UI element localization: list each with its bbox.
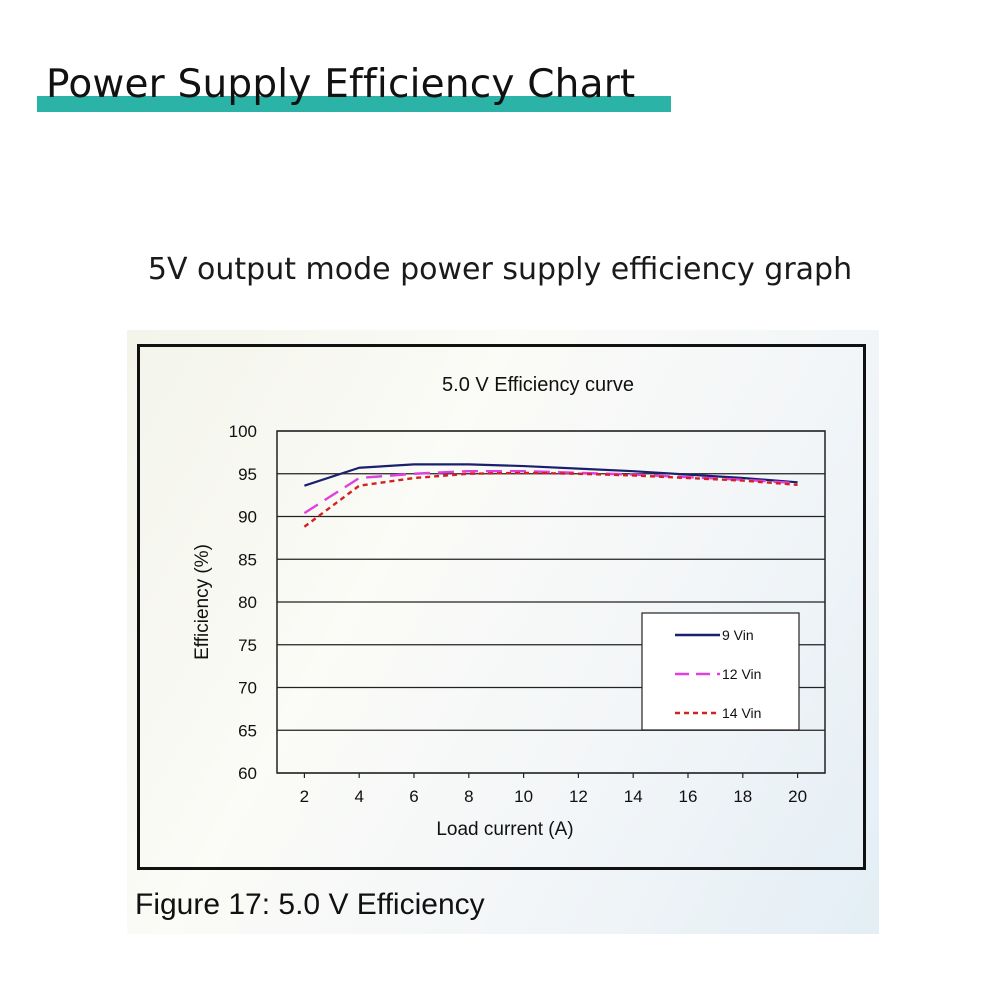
x-tick-label: 10 [514,787,533,806]
x-tick-label: 14 [624,787,643,806]
x-tick-label: 2 [300,787,309,806]
x-tick-label: 18 [733,787,752,806]
page-subtitle: 5V output mode power supply efficiency g… [147,252,853,287]
figure-image: 5.0 V Efficiency curve 60 65 70 75 80 85 90 95 1… [127,330,879,934]
y-tick-label: 80 [238,593,257,612]
efficiency-chart: 5.0 V Efficiency curve 60 65 70 75 80 85 90 95 1… [192,374,826,840]
series-layer [303,463,798,528]
chart-title: 5.0 V Efficiency curve [442,374,634,396]
y-tick-label: 85 [238,550,257,569]
chart-frame: 5.0 V Efficiency curve 60 65 70 75 80 85 90 95 1… [137,344,866,870]
x-tick-label: 6 [409,787,418,806]
legend-label-3: 14 Vin [722,705,761,721]
plot-area [276,430,826,774]
legend-label-1: 9 Vin [722,627,754,643]
y-tick-label: 60 [238,764,257,783]
y-axis: 60 65 70 75 80 85 90 95 100 [229,422,257,783]
legend-box [641,612,800,731]
title-accent-bar [37,96,671,112]
y-tick-label: 65 [238,721,257,740]
x-tick-label: 16 [679,787,698,806]
legend-items: 9 Vin 12 Vin 14 Vin [675,627,761,721]
x-tick-label: 12 [569,787,588,806]
x-tick-label: 20 [788,787,807,806]
x-tick-label: 8 [464,787,473,806]
page-title: Power Supply Efficiency Chart [46,62,636,107]
y-tick-label: 95 [238,465,257,484]
x-tick-label: 4 [354,787,363,806]
x-axis: 2 4 6 8 10 12 14 16 18 20 [300,773,807,806]
figure-caption: Figure 17: 5.0 V Efficiency [135,888,485,921]
chart-legend: 9 Vin 12 Vin 14 Vin [641,612,800,731]
series-line-3 [303,471,798,528]
x-axis-label: Load current (A) [436,819,573,840]
y-tick-label: 75 [238,636,257,655]
legend-label-2: 12 Vin [722,666,761,682]
y-tick-label: 90 [238,508,257,527]
y-tick-label: 70 [238,679,257,698]
series-line-1 [304,463,798,487]
y-tick-label: 100 [229,422,257,441]
page-title-block: Power Supply Efficiency Chart [37,62,671,116]
y-axis-label: Efficiency (%) [192,544,213,660]
